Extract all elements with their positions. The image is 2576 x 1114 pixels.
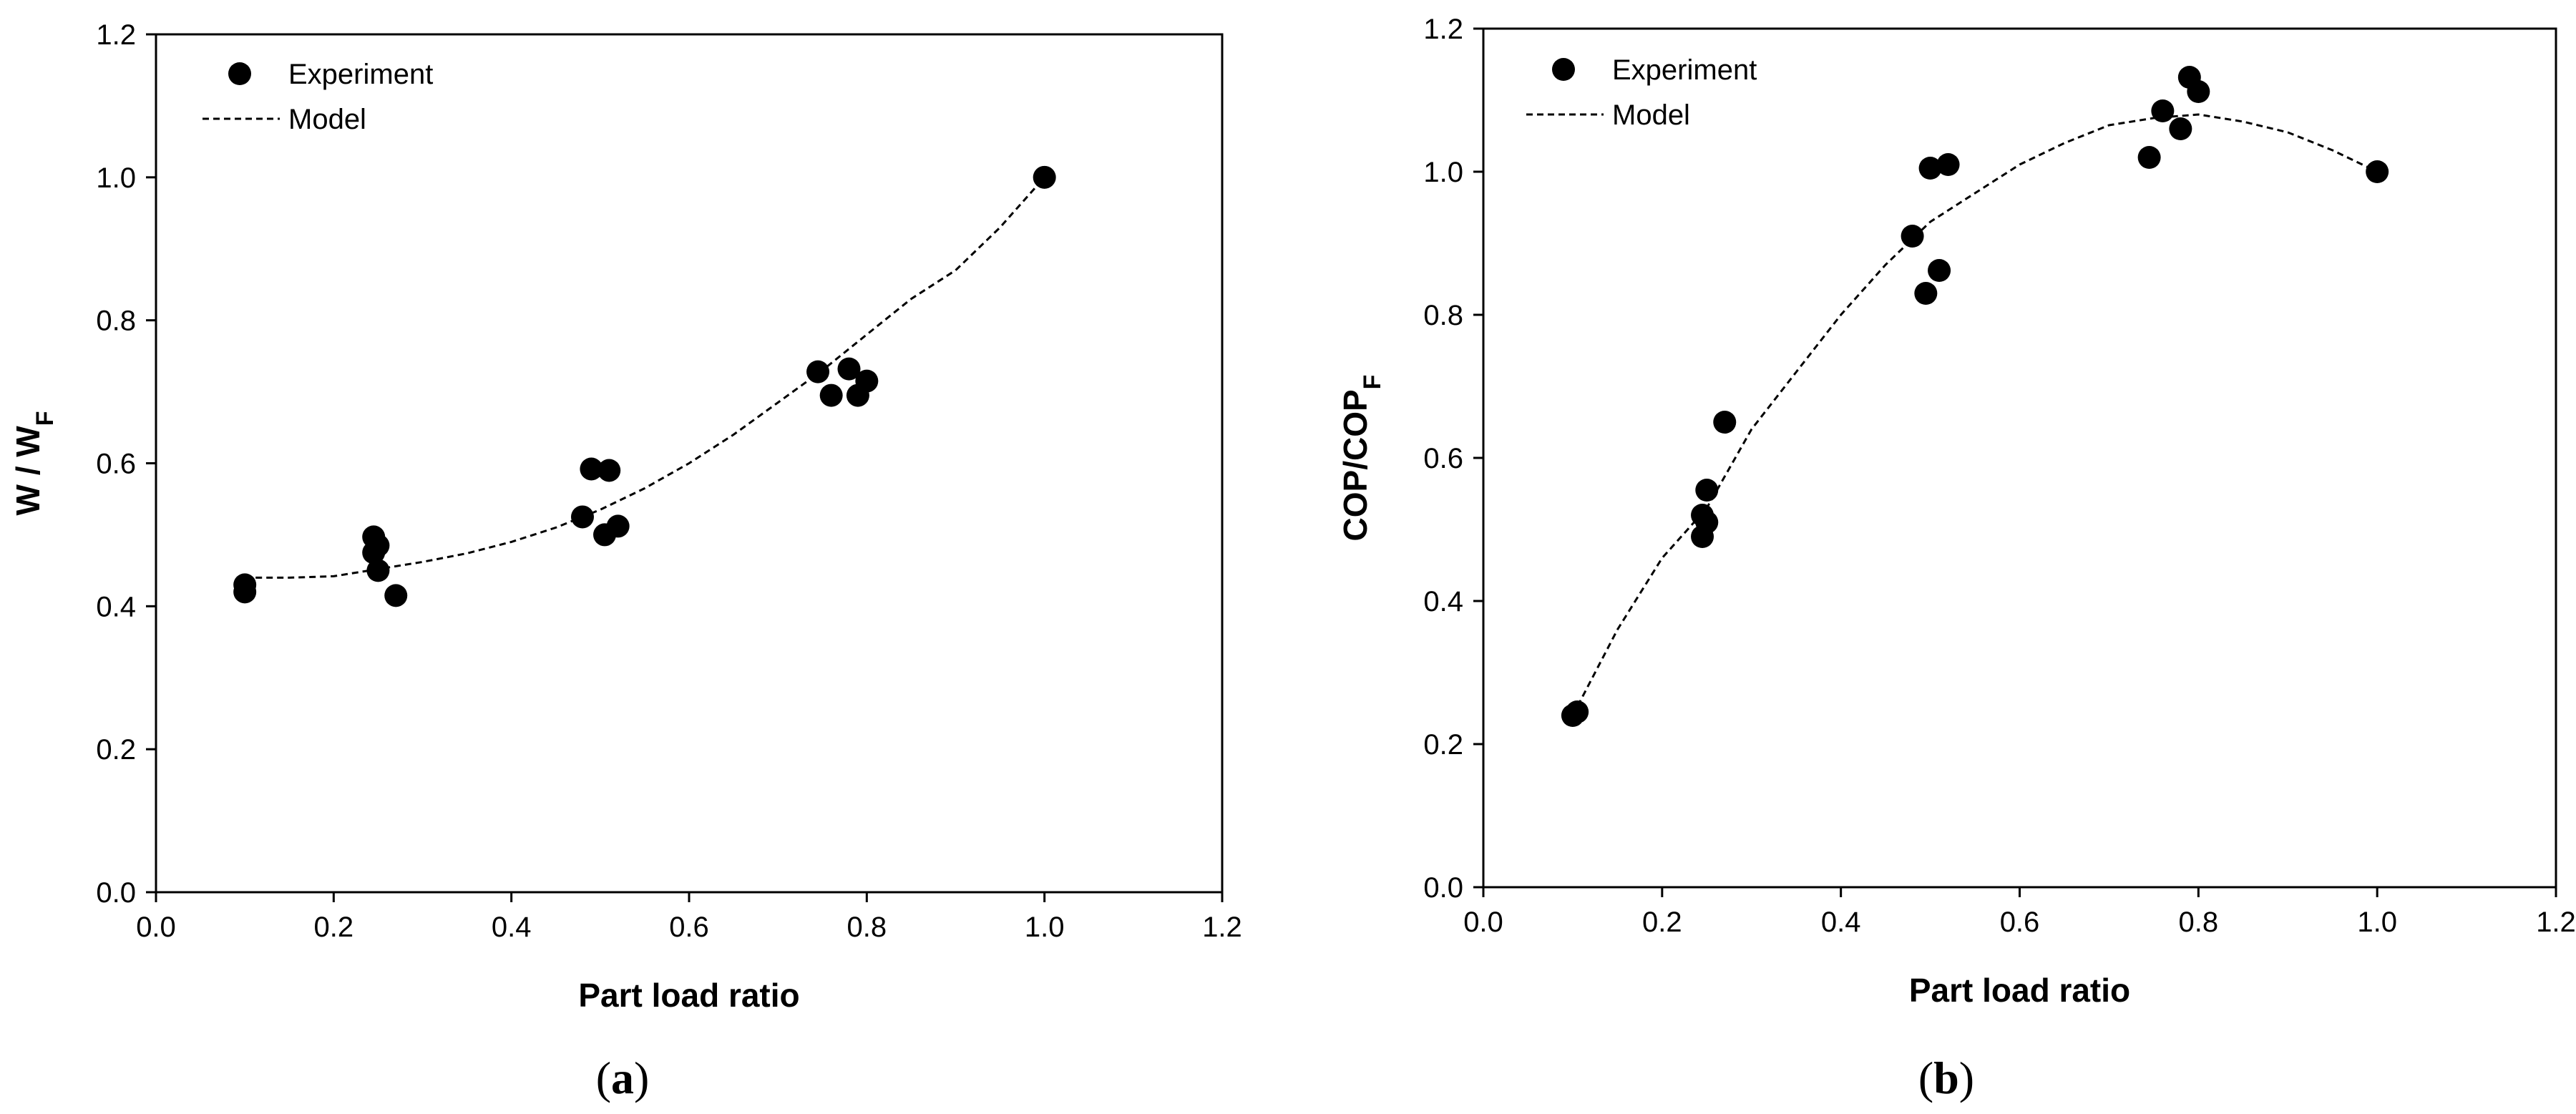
experiment-point: [2187, 80, 2210, 103]
x-tick-label: 0.0: [1463, 907, 1503, 938]
experiment-point: [819, 383, 843, 407]
experiment-point: [1936, 153, 1960, 176]
experiment-point: [1695, 479, 1719, 502]
x-tick-label: 0.4: [492, 912, 532, 943]
experiment-point: [384, 584, 408, 607]
x-tick-label: 1.2: [1202, 912, 1242, 943]
legend-marker-experiment: [228, 62, 251, 85]
chart-panel-b: 0.0 0.2 0.4 0.6 0.8 1.0 1.2 0.0 0.2 0.4 0.6 0.8 1.0 1…: [1337, 14, 2576, 1103]
caption-open-paren: (: [596, 1052, 611, 1103]
y-axis-title: W / WF: [9, 411, 59, 516]
caption-letter: b: [1933, 1052, 1959, 1103]
x-tick-label: 0.2: [314, 912, 354, 943]
y-axis-title-main: COP/COP: [1337, 389, 1374, 541]
experiment-point: [2151, 99, 2175, 122]
experiment-point: [1918, 157, 1942, 180]
experiment-point: [366, 559, 390, 582]
panel-caption: (a): [596, 1052, 650, 1103]
legend-label-experiment: Experiment: [1612, 54, 1757, 86]
experiment-point: [597, 459, 621, 482]
experiment-point: [2169, 117, 2192, 140]
y-tick-label: 1.0: [1423, 157, 1463, 188]
x-tick-label: 0.4: [1821, 907, 1861, 938]
y-tick-label: 0.6: [1423, 443, 1463, 474]
caption-open-paren: (: [1918, 1052, 1933, 1103]
x-tick-label: 0.8: [847, 912, 887, 943]
experiment-point: [1033, 165, 1056, 189]
y-tick-label: 0.0: [1423, 872, 1463, 904]
y-tick-label: 0.6: [96, 449, 136, 480]
x-tick-label: 0.6: [669, 912, 709, 943]
x-tick-label: 0.6: [2000, 907, 2040, 938]
y-tick-label: 0.8: [1423, 300, 1463, 331]
experiment-point: [837, 357, 861, 381]
experiment-point: [2366, 160, 2389, 183]
x-tick-label: 1.2: [2536, 907, 2576, 938]
x-axis-title: Part load ratio: [1909, 972, 2130, 1009]
experiment-point: [806, 360, 830, 383]
x-tick-label: 0.2: [1642, 907, 1682, 938]
experiment-point: [580, 457, 603, 481]
y-tick-label: 0.2: [96, 734, 136, 766]
y-axis-title-subscript: F: [1359, 375, 1386, 390]
y-axis-title: COP/COPF: [1337, 375, 1386, 542]
y-tick-label: 0.0: [96, 877, 136, 909]
experiment-point: [2137, 146, 2161, 169]
legend-label-model: Model: [1612, 99, 1690, 131]
y-tick-label: 0.4: [1423, 586, 1463, 617]
experiment-point: [233, 573, 257, 597]
experiment-point: [855, 369, 879, 393]
y-axis-title-main: W / W: [9, 426, 47, 516]
x-tick-label: 1.0: [1025, 912, 1065, 943]
experiment-point: [1695, 511, 1719, 534]
chart-panel-a: 0.0 0.2 0.4 0.6 0.8 1.0 1.2 0.0 0.2 0.4 0.6 0.8 1.0 1…: [9, 19, 1242, 1103]
caption-close-paren: ): [1959, 1052, 1974, 1103]
legend-marker-experiment: [1552, 58, 1575, 81]
caption-close-paren: ): [634, 1052, 649, 1103]
y-tick-label: 0.8: [96, 306, 136, 337]
legend-label-model: Model: [288, 104, 366, 135]
model-line: [245, 176, 1045, 579]
y-tick-label: 1.2: [1423, 14, 1463, 45]
y-tick-label: 0.4: [96, 591, 136, 622]
experiment-point: [1928, 259, 1951, 282]
y-tick-label: 1.2: [96, 19, 136, 51]
panel-caption: (b): [1918, 1052, 1974, 1103]
experiment-point: [1713, 411, 1737, 434]
experiment-point: [571, 505, 594, 529]
experiment-point: [606, 514, 630, 538]
experiment-point: [1901, 225, 1924, 248]
legend-label-experiment: Experiment: [288, 59, 433, 90]
y-axis-title-subscript: F: [31, 411, 59, 426]
x-axis-title: Part load ratio: [578, 977, 799, 1014]
x-tick-label: 0.8: [2179, 907, 2219, 938]
model-line: [1571, 113, 2378, 716]
experiment-point: [1566, 700, 1589, 723]
plot-frame: [1482, 27, 2557, 889]
y-tick-label: 0.2: [1423, 729, 1463, 761]
caption-letter: a: [611, 1052, 634, 1103]
experiment-point: [1914, 282, 1938, 305]
experiment-point: [366, 534, 390, 557]
y-tick-label: 1.0: [96, 162, 136, 194]
x-tick-label: 1.0: [2357, 907, 2397, 938]
x-tick-label: 0.0: [136, 912, 176, 943]
